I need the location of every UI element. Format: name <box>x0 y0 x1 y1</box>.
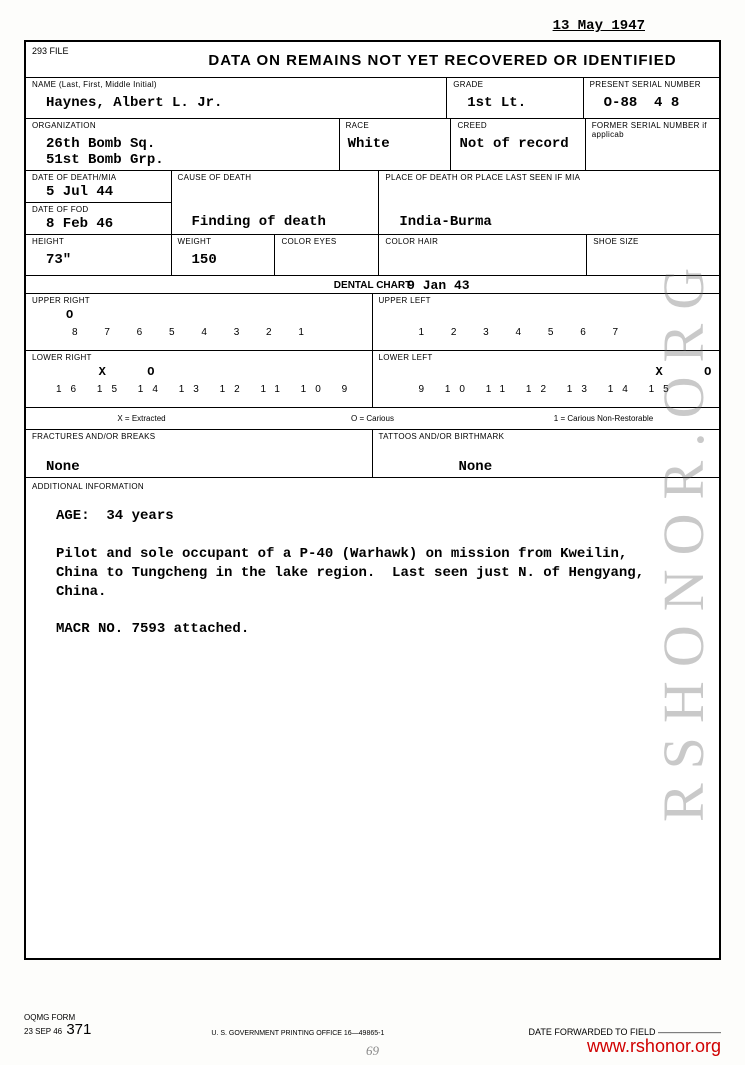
form-title: DATA ON REMAINS NOT YET RECOVERED OR IDE… <box>166 42 719 77</box>
legend-x: X = Extracted <box>26 414 257 423</box>
dental-date: 9 Jan 43 <box>407 278 469 293</box>
fractures-value: None <box>32 441 368 475</box>
dod-label: DATE OF DEATH/MIA <box>32 173 167 182</box>
former-label: FORMER SERIAL NUMBER if applicab <box>592 121 715 139</box>
footer: OQMG FORM 23 SEP 46 371 U. S. GOVERNMENT… <box>24 1014 721 1037</box>
org-label: ORGANIZATION <box>32 121 335 130</box>
dental-label: DENTAL CHART <box>334 280 411 291</box>
height-value: 73" <box>32 246 167 268</box>
cod-value: Finding of death <box>178 182 375 230</box>
ur-marks: O <box>66 308 373 322</box>
legend-o: O = Carious <box>257 414 488 423</box>
form-number: OQMG FORM 23 SEP 46 371 <box>24 1014 91 1037</box>
name-value: Haynes, Albert L. Jr. <box>32 89 442 111</box>
ul-nums: 1 2 3 4 5 6 7 <box>379 305 714 338</box>
ll-marks: X O <box>413 365 721 379</box>
row-name: NAME (Last, First, Middle Initial) Hayne… <box>26 78 719 119</box>
document-page: 13 May 1947 293 FILE DATA ON REMAINS NOT… <box>0 0 745 1065</box>
former-value <box>592 139 715 145</box>
fod-label: DATE OF FOD <box>32 205 167 214</box>
site-url: www.rshonor.org <box>587 1036 721 1057</box>
form-no: 371 <box>66 1021 91 1038</box>
fractures-label: FRACTURES AND/OR BREAKS <box>32 432 368 441</box>
grade-value: 1st Lt. <box>453 89 578 111</box>
eyes-value <box>281 246 374 252</box>
serial-label: PRESENT SERIAL NUMBER <box>590 80 715 89</box>
dod-value: 5 Jul 44 <box>32 182 167 200</box>
gpo-text: U. S. GOVERNMENT PRINTING OFFICE 16—4986… <box>211 1030 384 1037</box>
place-value: India-Burma <box>385 182 715 230</box>
ul-label: UPPER LEFT <box>379 296 714 305</box>
additional-info: ADDITIONAL INFORMATION AGE: 34 years Pil… <box>26 478 719 958</box>
row-marks: FRACTURES AND/OR BREAKS None TATTOOS AND… <box>26 430 719 478</box>
header-row: 293 FILE DATA ON REMAINS NOT YET RECOVER… <box>26 42 719 78</box>
form-line2: 23 SEP 46 <box>24 1027 62 1036</box>
dental-header: DENTAL CHART 9 Jan 43 <box>26 276 719 294</box>
shoe-value <box>593 246 715 252</box>
race-label: RACE <box>346 121 447 130</box>
creed-label: CREED <box>457 121 580 130</box>
row-death: DATE OF DEATH/MIA 5 Jul 44 DATE OF FOD 8… <box>26 171 719 235</box>
ll-label: LOWER LEFT <box>379 353 714 362</box>
lr-label: LOWER RIGHT <box>32 353 366 362</box>
grade-label: GRADE <box>453 80 578 89</box>
lr-marks: X O <box>50 365 325 379</box>
hair-value <box>385 246 582 252</box>
place-label: PLACE OF DEATH OR PLACE LAST SEEN IF MIA <box>385 173 715 182</box>
file-label: 293 FILE <box>26 42 166 77</box>
ur-label: UPPER RIGHT <box>32 296 366 305</box>
serial-value: O-88 4 8 <box>590 89 715 111</box>
fod-value: 8 Feb 46 <box>32 214 167 232</box>
page-number: 69 <box>366 1043 379 1059</box>
dental-legend: X = Extracted O = Carious 1 = Carious No… <box>26 408 719 430</box>
tattoos-value: None <box>379 441 716 475</box>
legend-one: 1 = Carious Non-Restorable <box>488 414 719 423</box>
weight-value: 150 <box>178 246 271 268</box>
top-date: 13 May 1947 <box>553 18 645 34</box>
cod-label: CAUSE OF DEATH <box>178 173 375 182</box>
name-label: NAME (Last, First, Middle Initial) <box>32 80 442 89</box>
row-phys: HEIGHT 73" WEIGHT 150 COLOR EYES COLOR H… <box>26 235 719 276</box>
addl-body: AGE: 34 years Pilot and sole occupant of… <box>32 491 713 639</box>
weight-label: WEIGHT <box>178 237 271 246</box>
form-box: 293 FILE DATA ON REMAINS NOT YET RECOVER… <box>24 40 721 960</box>
row-org: ORGANIZATION 26th Bomb Sq. 51st Bomb Grp… <box>26 119 719 171</box>
eyes-label: COLOR EYES <box>281 237 374 246</box>
teeth-upper: UPPER RIGHT O 8 7 6 5 4 3 2 1 UPPER LEFT… <box>26 294 719 351</box>
race-value: White <box>346 130 447 152</box>
height-label: HEIGHT <box>32 237 167 246</box>
hair-label: COLOR HAIR <box>385 237 582 246</box>
teeth-lower: LOWER RIGHT X O 16 15 14 13 12 11 10 9 L… <box>26 351 719 408</box>
shoe-label: SHOE SIZE <box>593 237 715 246</box>
addl-label: ADDITIONAL INFORMATION <box>32 482 713 491</box>
org-value: 26th Bomb Sq. 51st Bomb Grp. <box>32 130 335 168</box>
tattoos-label: TATTOOS AND/OR BIRTHMARK <box>379 432 716 441</box>
creed-value: Not of record <box>457 130 580 152</box>
